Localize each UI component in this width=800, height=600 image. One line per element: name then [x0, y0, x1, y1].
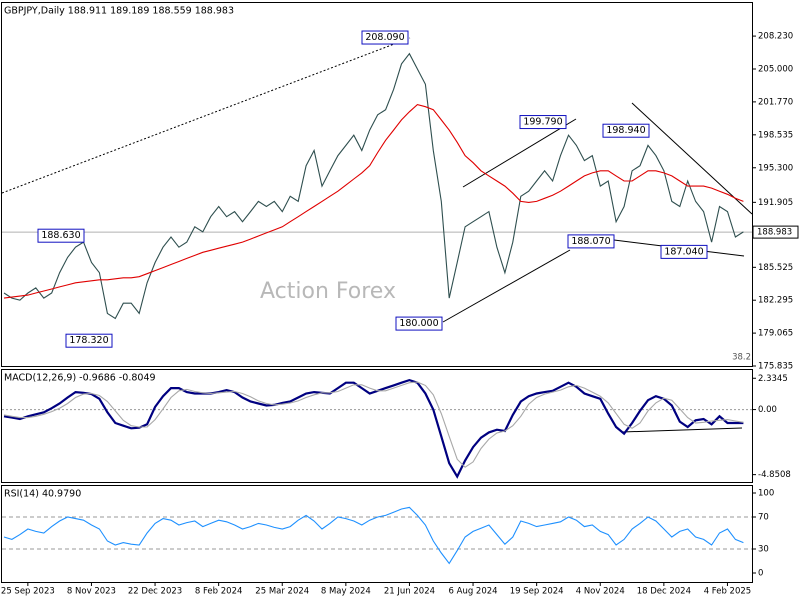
y-tick-label: 175.835 — [758, 362, 793, 372]
y-tick-label: 198.535 — [758, 130, 793, 140]
y-tick-label: 70 — [758, 513, 769, 523]
last-price-box — [752, 225, 799, 239]
y-tick-label: -4.8508 — [758, 470, 791, 480]
price-panel — [1, 2, 753, 367]
series-line — [3, 378, 744, 479]
macd-panel — [1, 369, 753, 483]
channel-lower — [442, 249, 571, 323]
x-tick-label: 4 Nov 2024 — [576, 587, 625, 597]
y-tick-label: 30 — [758, 545, 769, 555]
y-tick-label: 100 — [758, 489, 774, 499]
rsi-panel — [1, 485, 753, 583]
rsi-title: RSI(14) 40.9790 — [4, 489, 81, 500]
price-annotation-box — [395, 316, 443, 331]
descending-line — [631, 102, 753, 215]
series-line — [3, 103, 744, 299]
price-annotation: 188.070 — [571, 236, 610, 247]
x-tick-label: 8 May 2024 — [321, 587, 371, 597]
series-line — [3, 52, 744, 320]
x-tick-label: 21 Jun 2024 — [384, 587, 435, 597]
x-tick-label: 25 Sep 2023 — [1, 587, 55, 597]
price-annotation: 198.940 — [606, 125, 645, 136]
y-tick-label: 191.905 — [758, 198, 793, 208]
y-tick-label: 185.525 — [758, 263, 793, 273]
price-annotation-box — [361, 30, 409, 45]
x-tick-label: 8 Feb 2024 — [195, 587, 243, 597]
y-tick-label: 0 — [758, 569, 763, 579]
chart-title: GBPJPY,Daily 188.911 189.189 188.559 188… — [4, 6, 234, 17]
y-tick-label: 201.770 — [758, 97, 793, 107]
channel-upper — [462, 118, 577, 188]
price-annotation: 187.040 — [664, 246, 703, 257]
price-annotation: 178.320 — [69, 335, 108, 346]
x-tick-label: 4 Feb 2025 — [704, 587, 752, 597]
y-tick-label: 2.3345 — [758, 374, 788, 384]
fib-note: 38.2 — [732, 353, 751, 363]
price-annotation-box — [519, 115, 567, 130]
price-annotation: 199.790 — [523, 117, 562, 128]
x-tick-label: 6 Aug 2024 — [449, 587, 498, 597]
x-tick-label: 22 Dec 2023 — [128, 587, 182, 597]
series-line — [3, 381, 744, 468]
price-annotation: 180.000 — [399, 318, 438, 329]
x-tick-label: 25 Mar 2024 — [255, 587, 309, 597]
y-tick-label: 182.295 — [758, 296, 793, 306]
macd-title: MACD(12,26,9) -0.9686 -0.8049 — [4, 373, 156, 384]
y-tick-label: 179.065 — [758, 329, 793, 339]
price-annotation-box — [37, 228, 85, 243]
y-tick-label: 0.00 — [758, 405, 777, 415]
x-tick-label: 8 Nov 2023 — [67, 587, 116, 597]
macd-support-line — [621, 427, 743, 433]
trend-line — [1, 37, 411, 194]
price-annotation: 208.090 — [365, 32, 404, 43]
price-annotation-box — [602, 123, 650, 138]
y-tick-label: 195.300 — [758, 163, 793, 173]
y-tick-label: 205.000 — [758, 64, 793, 74]
x-tick-label: 18 Dec 2024 — [637, 587, 691, 597]
watermark: Action Forex — [260, 279, 396, 304]
x-tick-label: 19 Sep 2024 — [510, 587, 564, 597]
price-annotation-box — [660, 244, 708, 259]
price-annotation: 188.630 — [41, 230, 80, 241]
last-price-label: 188.983 — [757, 228, 792, 238]
y-tick-label: 208.230 — [758, 32, 793, 42]
price-annotation-box — [567, 234, 615, 249]
series-line — [3, 506, 744, 565]
price-annotation-box — [65, 333, 113, 348]
